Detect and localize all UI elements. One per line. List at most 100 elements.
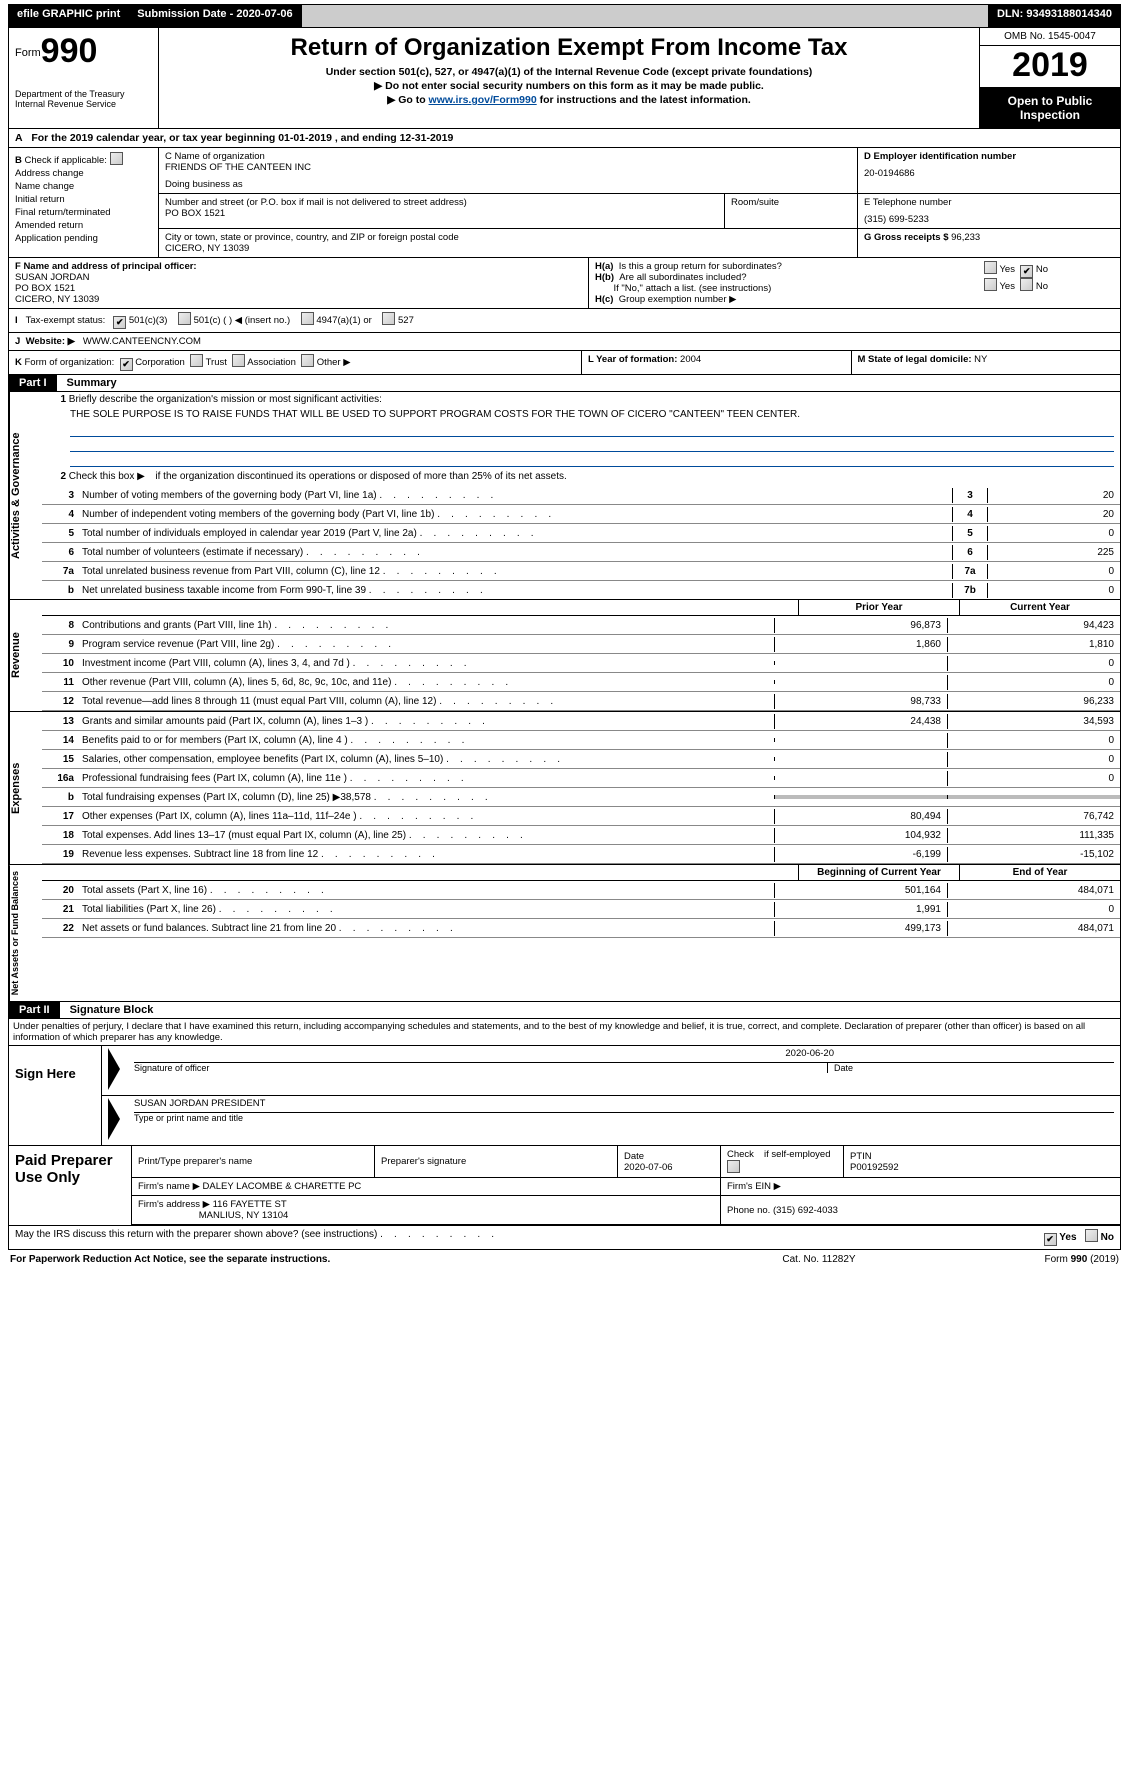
prep-phone: (315) 692-4033 [773, 1205, 838, 1216]
checkbox-icon[interactable] [120, 358, 133, 371]
line-num: 14 [42, 733, 78, 748]
line-text: Total assets (Part X, line 16) [78, 883, 774, 898]
activities-row: 4Number of independent voting members of… [42, 505, 1120, 524]
checkbox-icon[interactable] [301, 354, 314, 367]
part1-header: Part I Summary [8, 375, 1121, 392]
checkbox-icon[interactable] [1020, 265, 1033, 278]
l1-label: Briefly describe the organization's miss… [69, 394, 382, 405]
checkbox-icon[interactable] [984, 261, 997, 274]
checkbox-icon[interactable] [984, 278, 997, 291]
prep-h-date: Date [624, 1151, 644, 1162]
checkbox-icon[interactable] [1044, 1233, 1057, 1246]
line-mini: 5 [952, 526, 987, 541]
current-value: 0 [947, 656, 1120, 671]
activities-row: bNet unrelated business taxable income f… [42, 581, 1120, 599]
section-i: I Tax-exempt status: 501(c)(3) 501(c) ( … [8, 309, 1121, 333]
line-value: 0 [987, 526, 1120, 541]
line-text: Contributions and grants (Part VIII, lin… [78, 618, 774, 633]
discuss-q: May the IRS discuss this return with the… [15, 1229, 494, 1240]
line-text: Number of voting members of the governin… [78, 488, 952, 503]
current-value: -15,102 [947, 847, 1120, 862]
current-value: 111,335 [947, 828, 1120, 843]
prior-value [774, 738, 947, 742]
prior-value [774, 757, 947, 761]
activities-row: 6Total number of volunteers (estimate if… [42, 543, 1120, 562]
prior-value: 80,494 [774, 809, 947, 824]
line-text: Net unrelated business taxable income fr… [78, 583, 952, 598]
part2-title: Signature Block [60, 1002, 164, 1018]
rule-line [70, 437, 1114, 452]
checkbox-icon[interactable] [232, 354, 245, 367]
discuss-no: No [1101, 1232, 1114, 1243]
line-num: 18 [42, 828, 78, 843]
header-sub2: ▶ Do not enter social security numbers o… [165, 80, 973, 92]
line-text: Program service revenue (Part VIII, line… [78, 637, 774, 652]
website-value: WWW.CANTEENCNY.COM [83, 336, 201, 347]
e-label: E Telephone number [864, 197, 1114, 208]
i-o3: 4947(a)(1) or [316, 315, 371, 326]
checkbox-icon[interactable] [178, 312, 191, 325]
footer-mid: Cat. No. 11282Y [719, 1254, 919, 1265]
j-label: Website: ▶ [26, 336, 75, 347]
l-label: L Year of formation: [588, 354, 680, 365]
line-num: 5 [42, 526, 78, 541]
b-opt-3[interactable]: Final return/terminated [15, 207, 152, 218]
tax-year: 2019 [980, 46, 1120, 88]
line-num: 10 [42, 656, 78, 671]
b-opt-5[interactable]: Application pending [15, 233, 152, 244]
header-sub1: Under section 501(c), 527, or 4947(a)(1)… [165, 66, 973, 78]
checkbox-icon[interactable] [727, 1160, 740, 1173]
part2-header: Part II Signature Block [8, 1002, 1121, 1019]
date-label: Date [827, 1063, 1114, 1073]
c-street-label: Number and street (or P.O. box if mail i… [165, 197, 718, 208]
line-text: Total revenue—add lines 8 through 11 (mu… [78, 694, 774, 709]
checkbox-icon[interactable] [113, 316, 126, 329]
name-label: Type or print name and title [134, 1113, 1114, 1123]
b-opt-2[interactable]: Initial return [15, 194, 152, 205]
efile-label: efile GRAPHIC print [9, 5, 129, 27]
checkbox-icon[interactable] [301, 312, 314, 325]
phone-label: Phone no. [727, 1205, 773, 1216]
ha-label: Is this a group return for subordinates? [619, 261, 782, 272]
prep-h-print: Print/Type preparer's name [132, 1146, 375, 1178]
line-num: 13 [42, 714, 78, 729]
line-value: 0 [987, 564, 1120, 579]
city-value: CICERO, NY 13039 [165, 243, 851, 254]
b-opt-1[interactable]: Name change [15, 181, 152, 192]
table-row: 21Total liabilities (Part X, line 26)1,9… [42, 900, 1120, 919]
checkbox-icon[interactable] [382, 312, 395, 325]
prior-value [774, 680, 947, 684]
current-value: 0 [947, 902, 1120, 917]
line-text: Number of independent voting members of … [78, 507, 952, 522]
activities-row: 7aTotal unrelated business revenue from … [42, 562, 1120, 581]
line-text: Total fundraising expenses (Part IX, col… [78, 790, 774, 805]
line-num: 8 [42, 618, 78, 633]
current-value: 94,423 [947, 618, 1120, 633]
table-row: 22Net assets or fund balances. Subtract … [42, 919, 1120, 938]
irs-link[interactable]: www.irs.gov/Form990 [429, 94, 537, 106]
checkbox-icon[interactable] [190, 354, 203, 367]
section-cde: C Name of organization FRIENDS OF THE CA… [159, 148, 1120, 257]
line-num: 19 [42, 847, 78, 862]
b-opt-4[interactable]: Amended return [15, 220, 152, 231]
omb-number: OMB No. 1545-0047 [980, 28, 1120, 46]
checkbox-icon[interactable] [1085, 1229, 1098, 1242]
prior-value: 499,173 [774, 921, 947, 936]
header-sub3: ▶ Go to www.irs.gov/Form990 for instruct… [165, 94, 973, 106]
revenue-section: Revenue Prior Year Current Year 8Contrib… [8, 600, 1121, 712]
discuss-yes: Yes [1059, 1232, 1076, 1243]
line-num: 4 [42, 507, 78, 522]
checkbox-icon[interactable] [110, 152, 123, 165]
street-value: PO BOX 1521 [165, 208, 718, 219]
form-header: Form990 Department of the Treasury Inter… [8, 28, 1121, 129]
penalties-text: Under penalties of perjury, I declare th… [8, 1019, 1121, 1046]
table-row: 11Other revenue (Part VIII, column (A), … [42, 673, 1120, 692]
line-num: 17 [42, 809, 78, 824]
part1-title: Summary [57, 375, 127, 391]
prior-value: 1,860 [774, 637, 947, 652]
b-opt-0[interactable]: Address change [15, 168, 152, 179]
i-o2: 501(c) ( ) ◀ (insert no.) [194, 315, 291, 326]
table-row: 20Total assets (Part X, line 16)501,1644… [42, 881, 1120, 900]
sign-section: Sign Here 2020-06-20 Signature of office… [8, 1046, 1121, 1146]
checkbox-icon[interactable] [1020, 278, 1033, 291]
